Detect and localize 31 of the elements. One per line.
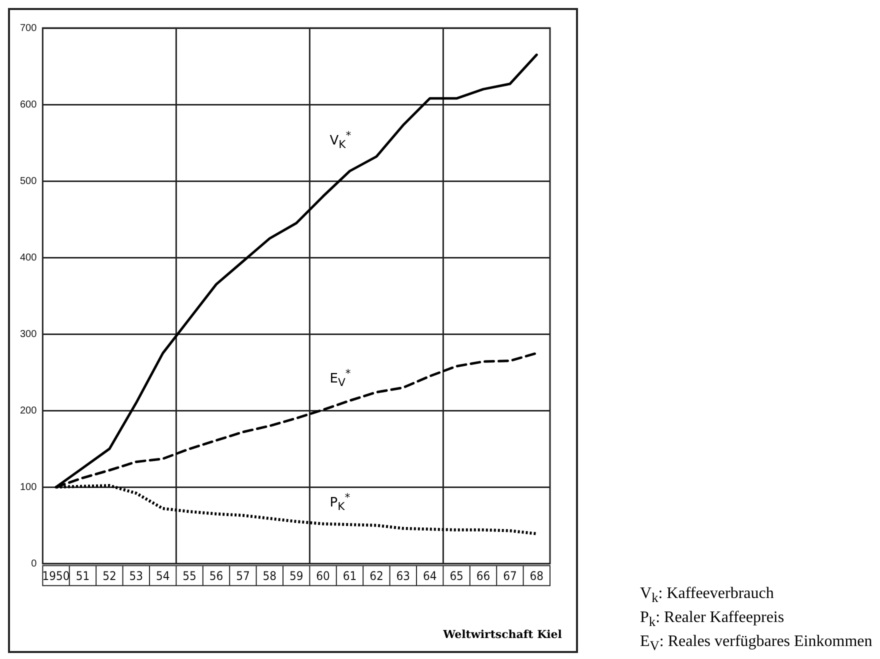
x-tick-label: 60 [316,568,330,583]
x-tick-label: 55 [182,568,196,583]
x-tick-label: 57 [236,568,250,583]
y-tick-label: 700 [20,22,38,34]
y-tick-label: 600 [20,99,38,110]
x-tick-label: 61 [342,568,357,583]
x-tick-label: 68 [530,568,544,583]
text: P$_{k}$: Realer Kaffeepreis [640,608,786,632]
text: Weltwirtschaft Kiel [443,628,562,641]
x-tick-label: 1950 [42,568,70,583]
y-tick-label: 300 [20,328,38,340]
x-tick-label: 59 [289,568,304,583]
text: E$_{V}$: Reales verfügbares Einkommen [640,632,872,656]
y-tick-label: 0 [31,558,38,570]
x-tick-label: 53 [129,568,144,583]
x-tick-label: 54 [156,568,170,583]
x-tick-label: 66 [476,568,490,583]
x-tick-label: 64 [422,568,437,583]
y-tick-label: 400 [20,252,38,264]
x-tick-label: 63 [396,568,410,583]
text: V$_{k}$: Kaffeeverbrauch [640,584,775,608]
x-tick-label: 52 [102,568,116,583]
y-tick-label: 200 [20,405,38,416]
y-tick-label: 500 [20,176,38,187]
x-tick-label: 65 [450,568,464,583]
x-tick-label: 51 [76,568,90,583]
y-tick-label: 100 [20,482,38,493]
x-tick-label: 62 [370,568,384,583]
x-tick-label: 58 [262,568,277,583]
x-tick-label: 56 [209,568,224,583]
x-tick-label: 67 [503,568,517,583]
